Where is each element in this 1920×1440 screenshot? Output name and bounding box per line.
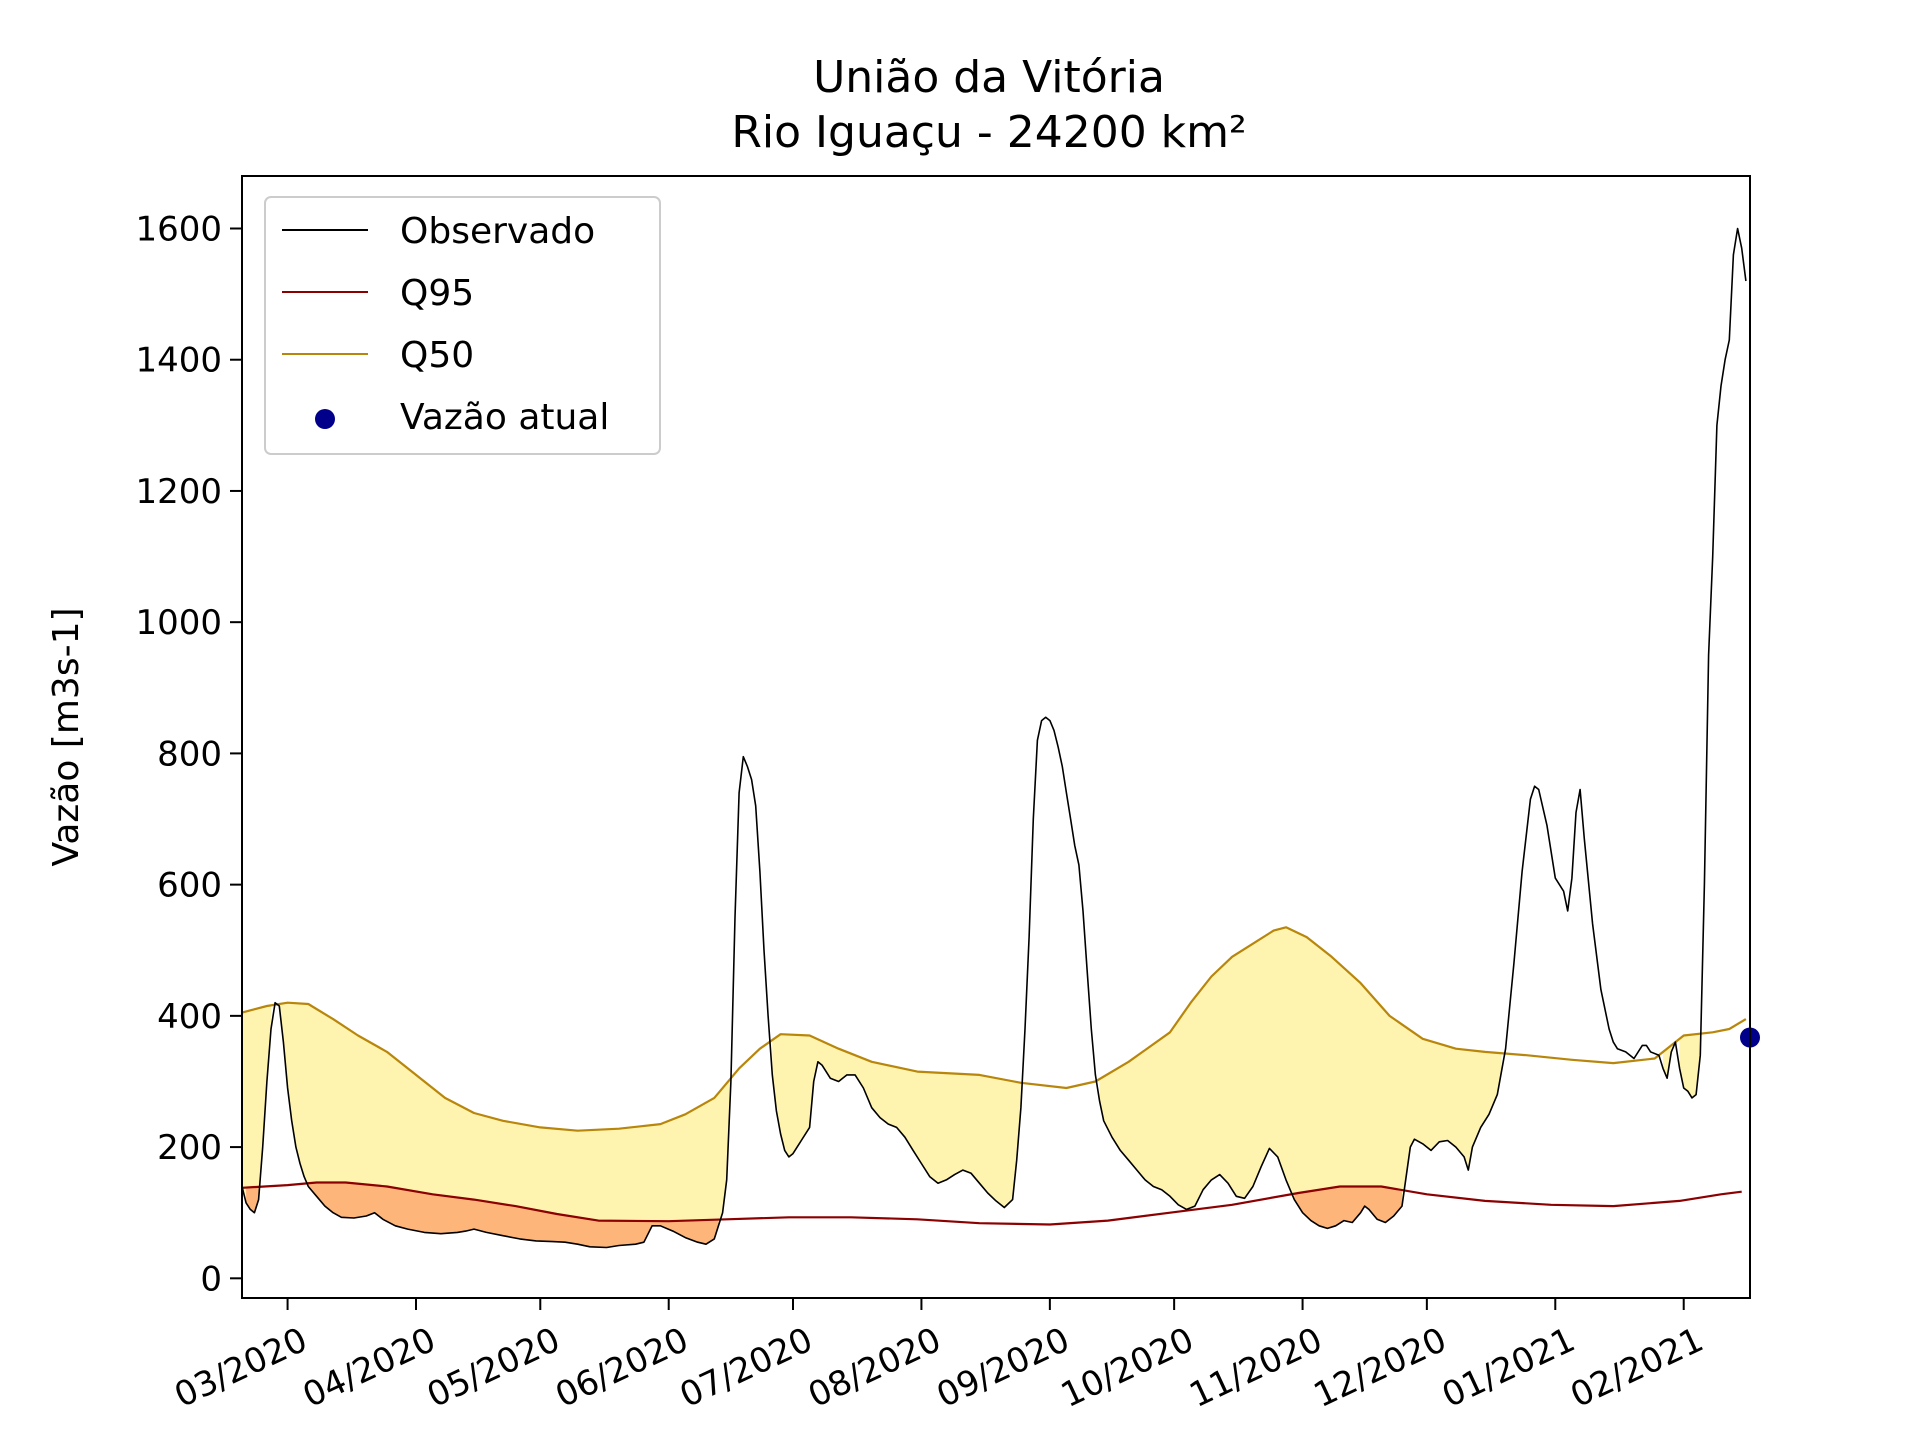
y-tick-label: 200 xyxy=(157,1128,222,1168)
y-axis-label: Vazão [m3s-1] xyxy=(46,607,87,866)
fill-below-q95 xyxy=(308,1182,719,1248)
y-tick-label: 1400 xyxy=(135,341,222,381)
legend-box xyxy=(264,196,661,455)
series-line-q50 xyxy=(241,926,1747,1132)
fill-below-q50 xyxy=(1663,1045,1672,1079)
plot-frame xyxy=(241,175,1751,1299)
y-tick-label: 1600 xyxy=(135,209,222,249)
y-tick-label: 400 xyxy=(157,997,222,1037)
y-tick-label: 0 xyxy=(200,1259,222,1299)
legend-label-q50: Q50 xyxy=(400,335,474,376)
y-tick-label: 600 xyxy=(157,866,222,906)
series-line-q95 xyxy=(241,1181,1742,1226)
chart-title: União da Vitória xyxy=(813,52,1165,103)
fill-below-q95 xyxy=(1294,1186,1402,1229)
legend-swatch-vazao-atual xyxy=(315,409,335,429)
fill-below-q50 xyxy=(242,1005,271,1213)
fill-below-q50 xyxy=(1099,927,1502,1229)
legend-label-q95: Q95 xyxy=(400,273,474,314)
legend-label-observado: Observado xyxy=(400,211,595,252)
legend-label-vazao-atual: Vazão atual xyxy=(400,397,609,438)
fill-below-q50 xyxy=(1679,1033,1701,1098)
series-lines xyxy=(241,227,1747,1249)
series-line-observado xyxy=(241,227,1747,1249)
y-axis: 0 200 400 600 800 1000 1200 1400 1600 xyxy=(135,209,242,1299)
fill-below-q50 xyxy=(772,1034,1021,1208)
legend: Observado Q95 Q50 Vazão atual xyxy=(264,196,661,455)
fill-below-q95 xyxy=(246,1186,259,1213)
chart-subtitle: Rio Iguaçu - 24200 km² xyxy=(731,107,1246,158)
y-tick-label: 800 xyxy=(157,734,222,774)
y-tick-label: 1200 xyxy=(135,472,222,512)
y-tick-label: 1000 xyxy=(135,603,222,643)
